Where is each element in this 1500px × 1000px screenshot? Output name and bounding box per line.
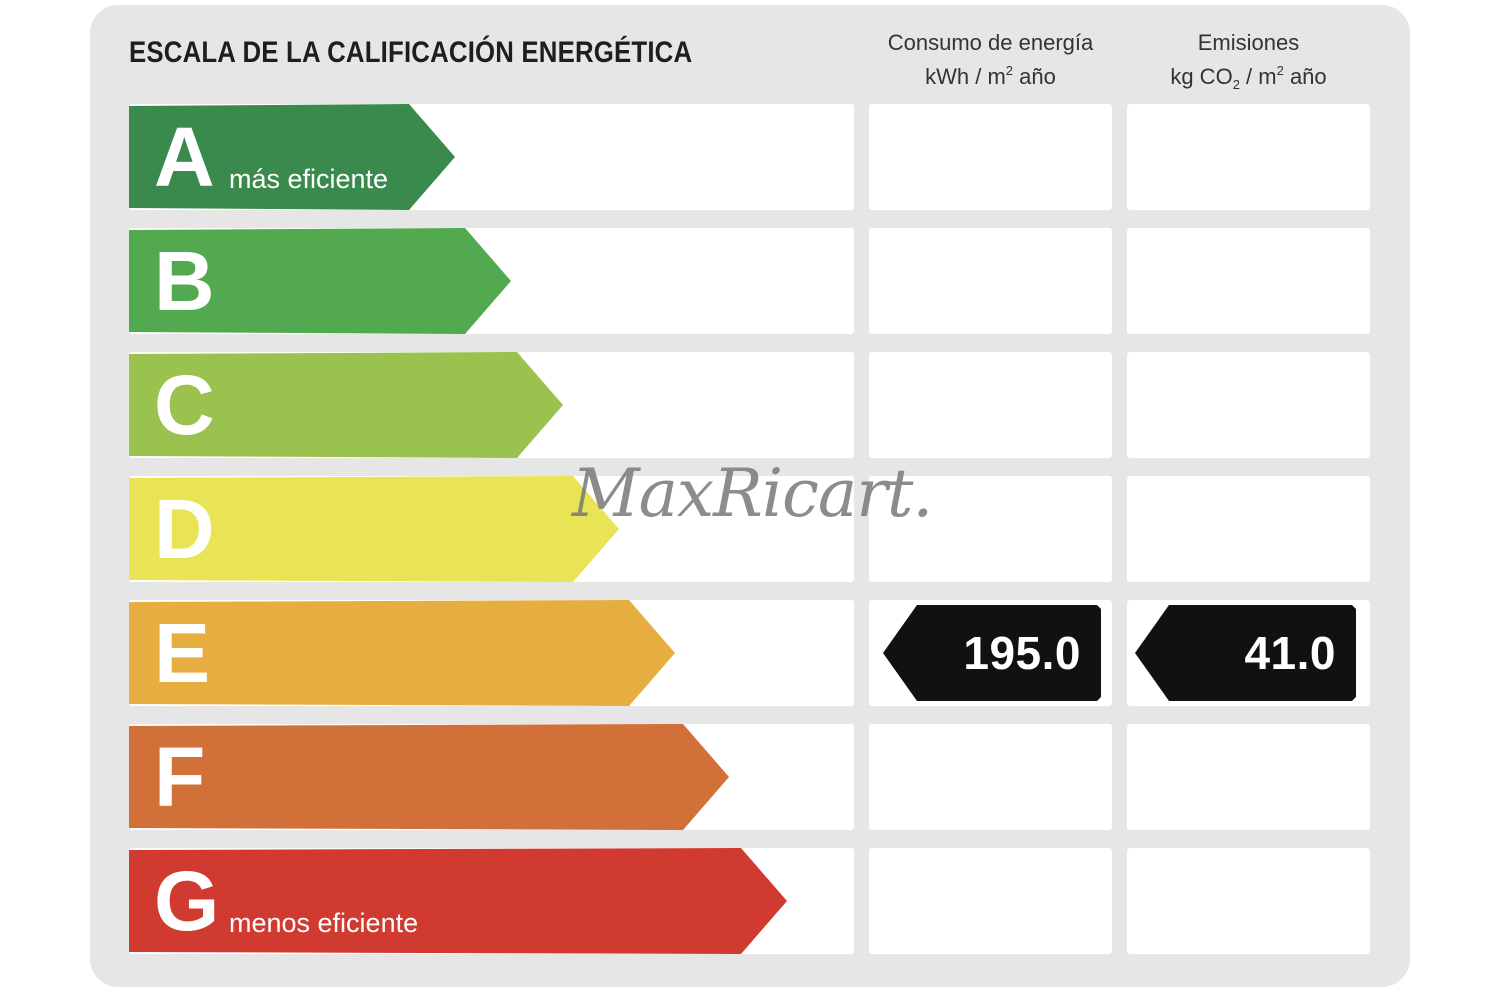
energy-cell <box>869 848 1112 954</box>
rating-row-f: F <box>0 724 1500 830</box>
badge-fill <box>1135 605 1356 701</box>
rating-arrow-shape <box>129 352 563 458</box>
emissions-cell <box>1127 476 1370 582</box>
energy-cell <box>869 352 1112 458</box>
rating-arrow-f: F <box>129 724 729 830</box>
rating-letter: D <box>154 482 215 576</box>
emissions-cell <box>1127 724 1370 830</box>
rating-arrow-fill <box>129 848 787 954</box>
rating-arrow-shape <box>129 724 729 830</box>
rating-row-b: B <box>0 228 1500 334</box>
emissions-column-unit: kg CO2 / m2 año <box>1170 63 1327 92</box>
rating-arrow-shape <box>129 476 619 582</box>
rating-letter: G <box>154 854 220 948</box>
rating-arrow-fill <box>129 476 619 582</box>
rating-arrow-d: D <box>129 476 619 582</box>
rating-arrow-fill <box>129 724 729 830</box>
rating-arrow-b: B <box>129 228 511 334</box>
emissions-value-badge: 41.0 <box>1135 605 1356 701</box>
badge-value: 41.0 <box>1244 627 1336 679</box>
energy-cell <box>869 476 1112 582</box>
rating-sublabel: más eficiente <box>229 164 389 194</box>
rating-arrow-shape <box>129 600 675 706</box>
rating-letter: E <box>154 606 211 700</box>
energy-column-unit: kWh / m2 año <box>925 63 1056 89</box>
rating-letter: F <box>154 730 206 824</box>
rating-arrow-fill <box>129 600 675 706</box>
rating-row-e: E 195.0 41.0 <box>0 600 1500 706</box>
rating-arrow-shape <box>129 104 455 210</box>
energy-cell <box>869 104 1112 210</box>
rating-row-d: D <box>0 476 1500 582</box>
emissions-cell <box>1127 104 1370 210</box>
emissions-column-title: Emisiones <box>1197 30 1300 55</box>
badge-value: 195.0 <box>963 627 1081 679</box>
badge-shape <box>1135 605 1356 701</box>
badge-shape <box>883 605 1101 701</box>
rating-letter: B <box>154 234 215 328</box>
rating-letter: C <box>154 358 215 452</box>
emissions-cell <box>1127 848 1370 954</box>
rating-row-c: C <box>0 352 1500 458</box>
rating-arrow-fill <box>129 352 563 458</box>
badge-fill <box>883 605 1101 701</box>
emissions-column-header: Emisiones kg CO2 / m2 año <box>1127 26 1370 94</box>
watermark-logo: MaxRicart. <box>572 455 933 532</box>
scale-title: ESCALA DE LA CALIFICACIÓN ENERGÉTICA <box>129 36 693 69</box>
rating-arrow-fill <box>129 228 511 334</box>
rating-letter: A <box>154 110 215 204</box>
rating-arrow-c: C <box>129 352 563 458</box>
energy-column-title: Consumo de energía <box>887 30 1094 55</box>
energy-column-header: Consumo de energía kWh / m2 año <box>869 26 1112 94</box>
rating-arrow-shape <box>129 228 511 334</box>
energy-cell <box>869 724 1112 830</box>
energy-cell <box>869 228 1112 334</box>
emissions-cell <box>1127 228 1370 334</box>
energy-value-badge: 195.0 <box>883 605 1101 701</box>
rating-arrow-fill <box>129 104 455 210</box>
rating-sublabel: menos eficiente <box>229 908 419 938</box>
emissions-cell <box>1127 352 1370 458</box>
rating-arrow-e: E <box>129 600 675 706</box>
rating-arrow-shape <box>129 848 787 954</box>
